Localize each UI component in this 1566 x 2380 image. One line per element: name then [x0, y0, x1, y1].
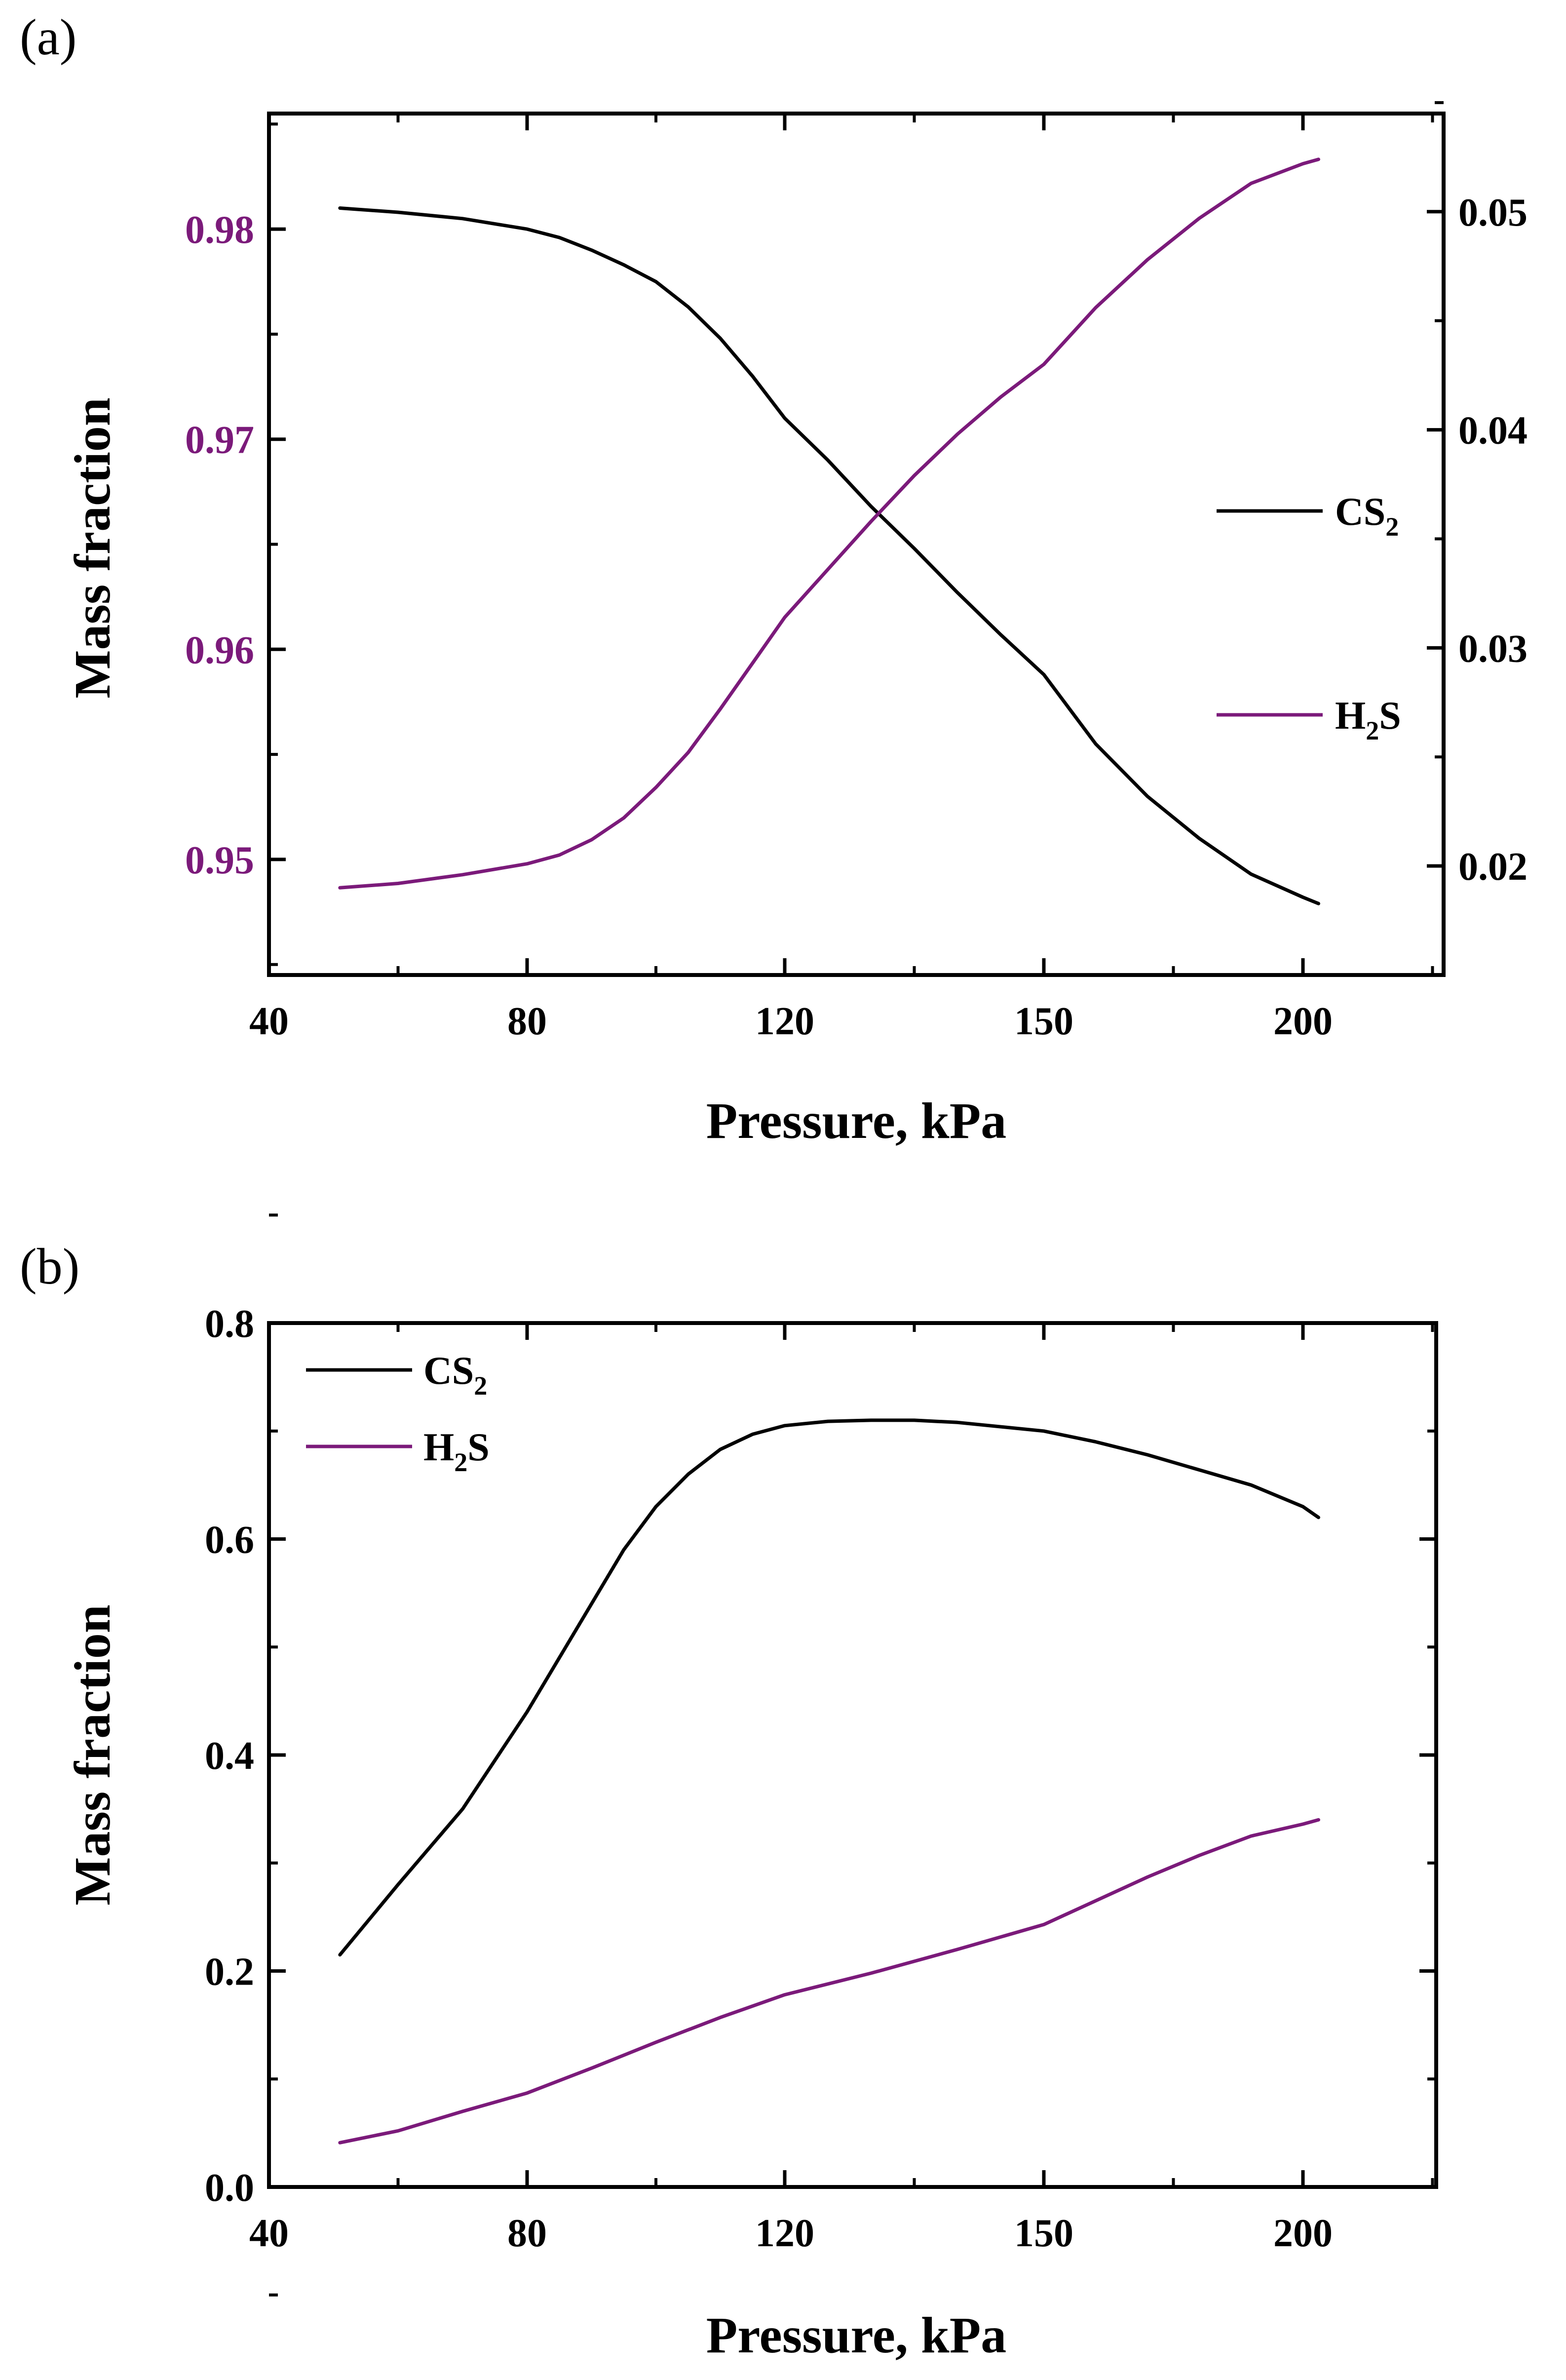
x-tick-label: 40 [249, 1000, 289, 1043]
panel-b-x-axis: 40 80 120 150 200 [249, 1323, 1434, 2255]
panel-b-legend: CS2 H2S [306, 1349, 490, 1477]
panel-b-legend-h2s-label: H2S [423, 1426, 490, 1477]
x-tick-label: 40 [249, 2212, 289, 2255]
x-tick-label: 150 [1014, 2212, 1073, 2255]
panel-b-x-axis-title: Pressure, kPa [706, 2307, 1007, 2364]
panel-a-label: (a) [20, 9, 76, 66]
y-tick-label: 0.02 [1458, 845, 1528, 889]
panel-b-label: (b) [20, 1238, 79, 1295]
x-tick-label: 200 [1273, 1000, 1333, 1043]
panel-a-left-y-axis: 0.95 0.96 0.97 0.98 [185, 122, 286, 966]
y-tick-label: 0.97 [185, 419, 254, 462]
x-tick-label: 120 [755, 2212, 814, 2255]
x-tick-label: 80 [507, 2212, 547, 2255]
panel-a-right-y-axis: 0.02 0.03 0.04 0.05 [1427, 101, 1528, 976]
panel-a-legend-cs2-label: CS2 [1335, 490, 1399, 542]
panel-b-y-axis-title: Mass fraction [64, 1604, 121, 1905]
x-tick-label: 80 [507, 1000, 547, 1043]
panel-b: (b) 40 80 120 150 200 0.0 0.2 0.4 0.6 0.8 Pressu… [20, 1213, 1438, 2364]
x-tick-label: 200 [1273, 2212, 1333, 2255]
y-tick-label: 0.05 [1458, 191, 1528, 234]
y-tick-label: 0.8 [205, 1302, 254, 1346]
panel-b-cs2-line [338, 1418, 1320, 1957]
panel-a-x-axis-title: Pressure, kPa [706, 1092, 1007, 1149]
y-tick-label: 0.6 [205, 1519, 254, 1562]
panel-a-plot-frame [267, 112, 1446, 977]
panel-a-legend-h2s-label: H2S [1335, 694, 1401, 745]
panel-a-h2s-line [338, 157, 1320, 890]
panel-b-y-axis: 0.0 0.2 0.4 0.6 0.8 [205, 1213, 1436, 2297]
y-tick-label: 0.98 [185, 208, 254, 252]
panel-a-y-axis-title: Mass fraction [64, 397, 121, 698]
y-tick-label: 0.4 [205, 1734, 254, 1778]
y-tick-label: 0.04 [1458, 409, 1528, 453]
x-tick-label: 120 [755, 1000, 814, 1043]
panel-a-cs2-line [338, 206, 1320, 905]
y-tick-label: 0.0 [205, 2166, 254, 2210]
y-tick-label: 0.96 [185, 628, 254, 672]
panel-b-h2s-line [338, 1818, 1320, 2145]
x-tick-label: 150 [1014, 1000, 1073, 1043]
y-tick-label: 0.03 [1458, 627, 1528, 670]
panel-a-legend: CS2 H2S [1217, 490, 1401, 745]
panel-a: (a) 40 80 120 150 200 0.950.960.970.98 0.020… [20, 9, 1528, 1149]
panel-a-x-axis: 40 80 120 150 200 [249, 114, 1434, 1043]
y-tick-label: 0.2 [205, 1951, 254, 1994]
panel-b-legend-cs2-label: CS2 [423, 1349, 487, 1401]
y-tick-label: 0.95 [185, 839, 254, 882]
